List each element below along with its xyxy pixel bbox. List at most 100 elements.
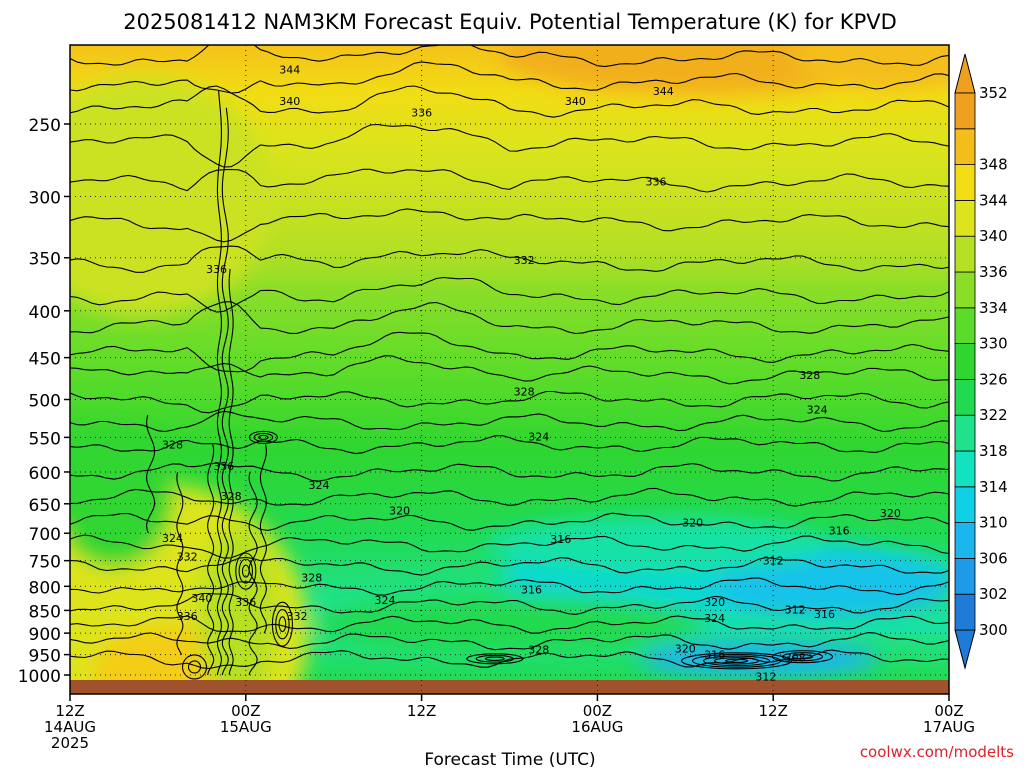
color-band bbox=[70, 425, 949, 430]
colorbar-swatch bbox=[954, 235, 976, 273]
color-band bbox=[70, 417, 949, 422]
color-band bbox=[70, 365, 949, 370]
contour-line bbox=[216, 90, 222, 676]
color-band bbox=[70, 389, 949, 394]
contour-line bbox=[248, 471, 258, 676]
contour-label: 316 bbox=[550, 533, 571, 546]
contour-line bbox=[259, 444, 267, 634]
color-band bbox=[70, 325, 949, 330]
color-band bbox=[70, 341, 949, 346]
color-band bbox=[70, 477, 949, 482]
y-tick-label: 950 bbox=[29, 647, 61, 667]
contour-line bbox=[70, 512, 949, 531]
contour-line bbox=[70, 208, 949, 243]
colorbar-swatch bbox=[954, 450, 976, 488]
color-band bbox=[70, 473, 949, 478]
colorbar-swatch bbox=[954, 271, 976, 309]
contour-label: 336 bbox=[206, 263, 227, 276]
color-band bbox=[70, 309, 949, 314]
color-band bbox=[70, 493, 949, 498]
contour-label: 312 bbox=[763, 555, 784, 568]
color-band bbox=[70, 193, 949, 198]
color-band bbox=[70, 433, 949, 438]
contour-line bbox=[207, 444, 215, 676]
x-tick-label: 12Z bbox=[759, 702, 788, 720]
color-band bbox=[70, 317, 949, 322]
contour-loop bbox=[253, 432, 274, 442]
colorbar-label: 344 bbox=[979, 191, 1008, 209]
contour-line bbox=[70, 245, 949, 273]
y-tick-label: 550 bbox=[29, 429, 61, 449]
color-band bbox=[70, 337, 949, 342]
color-band bbox=[70, 229, 949, 234]
x-tick-label: 12Z bbox=[55, 702, 84, 720]
plot-area bbox=[70, 45, 949, 694]
contour-line bbox=[70, 61, 949, 94]
color-band bbox=[70, 181, 949, 186]
colorbar-label: 314 bbox=[979, 478, 1008, 496]
contour-line bbox=[70, 435, 949, 455]
contour-label: 308 bbox=[785, 652, 806, 665]
contour-line bbox=[70, 534, 949, 559]
x-tick-label: 15AUG bbox=[220, 718, 272, 736]
contour-loop bbox=[781, 652, 824, 662]
contour-label: 324 bbox=[162, 532, 183, 545]
contour-loop bbox=[235, 552, 257, 590]
color-band bbox=[70, 233, 949, 238]
color-blob bbox=[486, 516, 826, 573]
colorbar-label: 340 bbox=[979, 227, 1008, 245]
colorbar: 300 302 306 310 314 318 322 326 330 334 336 340 344 3… bbox=[954, 53, 1008, 670]
colorbar-label: 348 bbox=[979, 156, 1008, 174]
contour-loop bbox=[475, 654, 515, 663]
chart-title: 2025081412 NAM3KM Forecast Equiv. Potent… bbox=[123, 10, 897, 34]
contour-line bbox=[70, 487, 949, 507]
color-band bbox=[70, 133, 949, 138]
color-band bbox=[70, 285, 949, 290]
colorbar-bottom-arrow bbox=[954, 629, 976, 670]
color-band bbox=[70, 81, 949, 86]
colorbar-swatch bbox=[954, 92, 976, 130]
contour-loop bbox=[714, 657, 760, 665]
color-band bbox=[70, 225, 949, 230]
color-band bbox=[70, 421, 949, 426]
y-tick-label: 750 bbox=[29, 553, 61, 573]
colorbar-swatch bbox=[954, 593, 976, 631]
color-band bbox=[70, 353, 949, 358]
color-band bbox=[70, 245, 949, 250]
contour-label: 320 bbox=[675, 643, 696, 656]
color-band bbox=[70, 161, 949, 166]
color-band bbox=[70, 273, 949, 278]
y-tick-label: 1000 bbox=[18, 667, 61, 687]
color-band bbox=[70, 413, 949, 418]
contour-line bbox=[228, 268, 234, 676]
contour-line bbox=[70, 577, 949, 596]
color-band bbox=[70, 469, 949, 474]
contour-line bbox=[70, 632, 949, 651]
colorbar-swatch bbox=[954, 199, 976, 237]
contour-loop bbox=[703, 655, 771, 667]
contour-loop bbox=[181, 654, 208, 680]
contour-line bbox=[70, 85, 949, 118]
contour-line bbox=[70, 168, 949, 193]
color-band bbox=[70, 249, 949, 254]
colorbar-label: 336 bbox=[979, 263, 1008, 281]
contour-label: 344 bbox=[653, 85, 674, 98]
color-band bbox=[70, 589, 949, 594]
contour-line bbox=[70, 123, 949, 168]
color-band bbox=[70, 169, 949, 174]
contour-label: 312 bbox=[785, 603, 806, 616]
color-band bbox=[70, 397, 949, 402]
color-band bbox=[70, 509, 949, 514]
color-band bbox=[70, 361, 949, 366]
y-tick-label: 900 bbox=[29, 625, 61, 645]
color-band bbox=[70, 73, 949, 78]
contour-line bbox=[70, 592, 949, 615]
contour-line bbox=[70, 331, 949, 373]
color-band bbox=[70, 201, 949, 206]
contour-loop bbox=[791, 654, 814, 660]
contour-lines bbox=[70, 45, 949, 680]
color-band bbox=[70, 101, 949, 106]
color-band bbox=[70, 173, 949, 178]
color-band bbox=[70, 209, 949, 214]
